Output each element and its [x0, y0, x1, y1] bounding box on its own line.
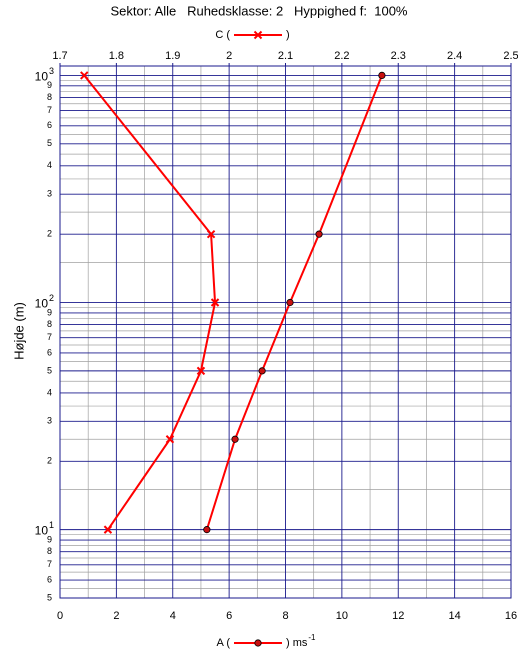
y-tick-base: 10: [35, 70, 49, 84]
y-tick-exponent: 2: [49, 293, 54, 303]
y-tick-label: 3: [47, 189, 52, 199]
x2-tick-label: 1.8: [109, 50, 124, 62]
y-tick-label: 2: [47, 456, 52, 466]
marker: [210, 298, 220, 307]
y-tick-base: 10: [35, 297, 49, 311]
legend-label: A (: [217, 637, 231, 649]
y-tick-label: 9: [47, 534, 52, 544]
x-tick-label: 6: [226, 610, 232, 622]
y-tick-label: 7: [47, 332, 52, 342]
series-line: [83, 74, 217, 531]
x2-tick-label: 1.7: [52, 50, 67, 62]
y-tick-label: 5: [47, 592, 52, 602]
marker: [80, 71, 89, 80]
legend-end: ): [286, 29, 290, 41]
y-tick-label: 6: [47, 347, 52, 357]
x-tick-label: 10: [336, 610, 348, 622]
y-tick-label: 10: [35, 524, 49, 538]
legend-unit-exponent: -1: [308, 633, 316, 642]
marker: [286, 298, 294, 307]
y-tick-label: 4: [47, 387, 52, 397]
y-tick-label: 4: [47, 160, 52, 170]
y-tick-label: 6: [47, 574, 52, 584]
marker: [258, 367, 266, 375]
x-tick-label: 4: [170, 610, 176, 622]
marker: [253, 30, 263, 40]
marker: [203, 526, 211, 534]
y-tick-label: 8: [47, 92, 52, 102]
marker: [165, 435, 175, 444]
x-tick-label: 8: [282, 610, 288, 622]
x2-tick-label: 2.5: [503, 50, 518, 62]
x-tick-label: 0: [57, 610, 63, 622]
y-tick-label: 5: [47, 138, 52, 148]
x2-tick-label: 2.1: [278, 50, 293, 62]
marker: [315, 230, 323, 238]
y-tick-label: 5: [47, 365, 52, 375]
x2-tick-label: 1.9: [165, 50, 180, 62]
y-tick-label: 9: [47, 307, 52, 317]
marker: [254, 639, 262, 647]
legend-label: C (: [215, 29, 230, 41]
x2-tick-label: 2: [226, 50, 232, 62]
plot-frame: [59, 65, 512, 599]
y-tick-base: 10: [35, 524, 49, 538]
x2-tick-label: 2.3: [391, 50, 406, 62]
x-tick-label: 14: [449, 610, 461, 622]
x-tick-label: 12: [392, 610, 404, 622]
y-tick-label: 7: [47, 559, 52, 569]
marker: [103, 525, 113, 534]
y-tick-label: 3: [47, 416, 52, 426]
x-tick-label: 2: [113, 610, 119, 622]
x2-tick-label: 2.2: [334, 50, 349, 62]
marker: [378, 71, 386, 80]
legend-end: ) ms: [286, 637, 308, 649]
y-tick-label: 8: [47, 319, 52, 329]
y-tick-label: 2: [47, 229, 52, 239]
y-tick-label: 7: [47, 105, 52, 115]
y-tick-label: 10: [35, 70, 49, 84]
marker: [196, 366, 206, 376]
marker: [206, 229, 216, 239]
y-tick-exponent: 1: [49, 520, 54, 530]
y-tick-label: 6: [47, 120, 52, 130]
y-tick-exponent: 3: [49, 66, 54, 76]
y-tick-label: 10: [35, 297, 49, 311]
x-tick-label: 16: [505, 610, 517, 622]
x2-tick-label: 2.4: [447, 50, 462, 62]
chart-title: Sektor: Alle Ruhedsklasse: 2 Hyppighed f…: [110, 3, 407, 18]
marker: [231, 435, 239, 443]
y-axis-label: Højde (m): [11, 302, 26, 360]
y-tick-label: 9: [47, 80, 52, 90]
y-tick-label: 8: [47, 546, 52, 556]
series-line: [205, 75, 383, 530]
